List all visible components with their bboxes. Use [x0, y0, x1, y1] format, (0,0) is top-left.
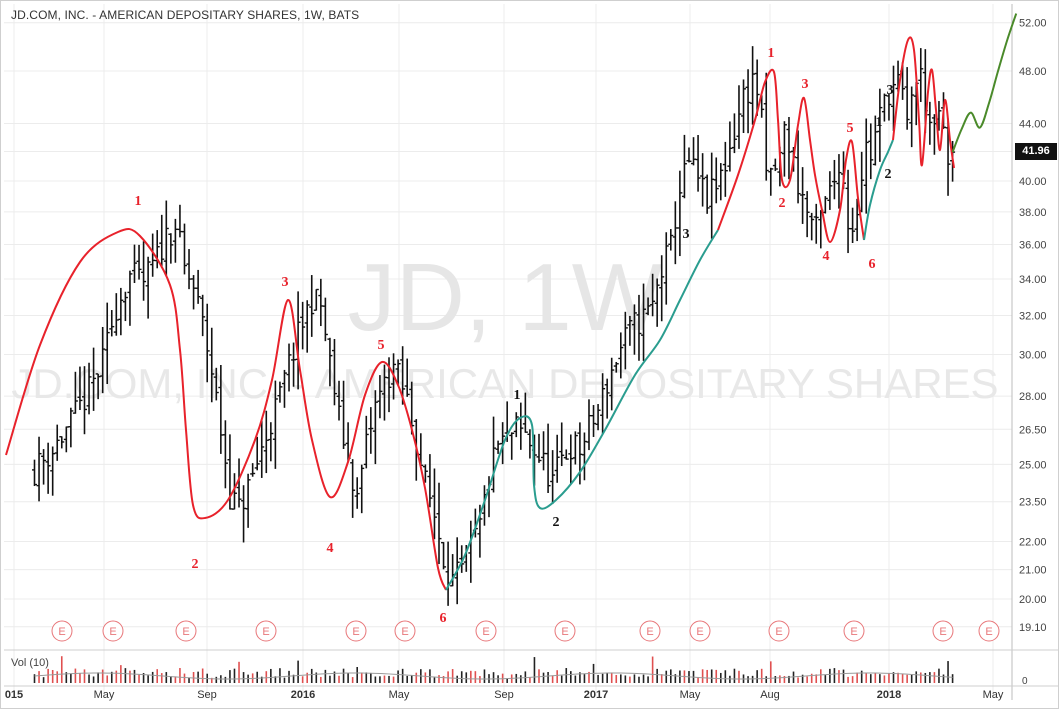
- wave-label: 6: [440, 611, 447, 626]
- volume-label: Vol (10): [11, 657, 49, 669]
- wave-label: 4: [823, 249, 830, 264]
- earnings-marker: [689, 620, 711, 642]
- x-tick-label: 2018: [877, 689, 901, 701]
- y-tick-label: 52.00: [1019, 18, 1047, 30]
- y-tick-label: 48.00: [1019, 66, 1047, 78]
- wave-label: 1: [768, 46, 775, 61]
- last-price-tag: 41.96: [1015, 143, 1057, 160]
- wave-label: 1: [135, 194, 142, 209]
- y-tick-label: 44.00: [1019, 118, 1047, 130]
- x-tick-label: Sep: [494, 689, 514, 701]
- earnings-marker-label: E: [561, 626, 568, 638]
- wave-label: 2: [779, 196, 786, 211]
- earnings-marker: [475, 620, 497, 642]
- x-tick-label: 2016: [291, 689, 315, 701]
- wave-curve-red: [5, 228, 447, 591]
- earnings-marker-label: E: [262, 626, 269, 638]
- earnings-marker: [175, 620, 197, 642]
- wave-label: 3: [887, 83, 894, 98]
- earnings-marker: [255, 620, 277, 642]
- y-tick-label: 30.00: [1019, 349, 1047, 361]
- y-tick-label: 23.50: [1019, 497, 1047, 509]
- earnings-marker-label: E: [58, 626, 65, 638]
- earnings-marker: [932, 620, 954, 642]
- wave-label: 2: [553, 515, 560, 530]
- watermark-name: JD.COM, INC. - AMERICAN DEPOSITARY SHARE…: [11, 360, 998, 407]
- y-tick-label: 20.00: [1019, 594, 1047, 606]
- x-tick-label: Sep: [197, 689, 217, 701]
- earnings-marker: [554, 620, 576, 642]
- wave-label: 1: [876, 115, 883, 130]
- wave-curve-teal: [445, 229, 719, 591]
- projection-curve: [951, 13, 1018, 153]
- earnings-marker-label: E: [352, 626, 359, 638]
- wave-label: 4: [327, 541, 334, 556]
- x-tick-label: Aug: [760, 689, 780, 701]
- earnings-marker: [345, 620, 367, 642]
- x-tick-label: May: [983, 689, 1004, 701]
- plot-area: [4, 4, 1012, 648]
- earnings-marker: [639, 620, 661, 642]
- y-tick-label: 25.00: [1019, 459, 1047, 471]
- earnings-marker-label: E: [939, 626, 946, 638]
- earnings-marker-label: E: [182, 626, 189, 638]
- earnings-marker-label: E: [696, 626, 703, 638]
- y-tick-label: 21.00: [1019, 565, 1047, 577]
- wave-label: 6: [869, 257, 876, 272]
- earnings-marker-label: E: [482, 626, 489, 638]
- y-tick-label: 22.00: [1019, 537, 1047, 549]
- earnings-marker: [843, 620, 865, 642]
- earnings-marker: [768, 620, 790, 642]
- earnings-marker-label: E: [646, 626, 653, 638]
- y-tick-label: 26.50: [1019, 424, 1047, 436]
- watermark-symbol: JD, 1W: [348, 244, 663, 351]
- x-tick-label: 2017: [584, 689, 608, 701]
- y-tick-label: 32.00: [1019, 311, 1047, 323]
- y-tick-label: 19.10: [1019, 622, 1047, 634]
- x-tick-label: May: [94, 689, 115, 701]
- wave-label: 5: [847, 121, 854, 136]
- wave-label: 3: [802, 77, 809, 92]
- wave-label: 5: [378, 338, 385, 353]
- earnings-marker-label: E: [109, 626, 116, 638]
- earnings-marker-label: E: [775, 626, 782, 638]
- x-tick-label: May: [680, 689, 701, 701]
- earnings-marker: [978, 620, 1000, 642]
- earnings-marker: [394, 620, 416, 642]
- earnings-marker-label: E: [401, 626, 408, 638]
- volume-moving-average: [34, 672, 953, 680]
- volume-tick-label: 0: [1022, 676, 1028, 687]
- wave-label: 1: [514, 388, 521, 403]
- y-tick-label: 40.00: [1019, 176, 1047, 188]
- earnings-marker: [102, 620, 124, 642]
- wave-curve-teal: [863, 139, 894, 241]
- y-tick-label: 38.00: [1019, 207, 1047, 219]
- y-tick-label: 28.00: [1019, 391, 1047, 403]
- x-tick-label: 015: [5, 689, 23, 701]
- wave-curve-red: [717, 68, 865, 244]
- earnings-marker-label: E: [985, 626, 992, 638]
- wave-label: 2: [192, 557, 199, 572]
- wave-label: 2: [885, 167, 892, 182]
- y-tick-label: 36.00: [1019, 240, 1047, 252]
- earnings-marker: [51, 620, 73, 642]
- wave-label: 3: [282, 275, 289, 290]
- chart-title: JD.COM, INC. - AMERICAN DEPOSITARY SHARE…: [11, 8, 360, 22]
- earnings-marker-label: E: [850, 626, 857, 638]
- wave-curve-red: [892, 36, 955, 169]
- x-tick-label: May: [389, 689, 410, 701]
- y-tick-label: 34.00: [1019, 274, 1047, 286]
- wave-label: 3: [683, 227, 690, 242]
